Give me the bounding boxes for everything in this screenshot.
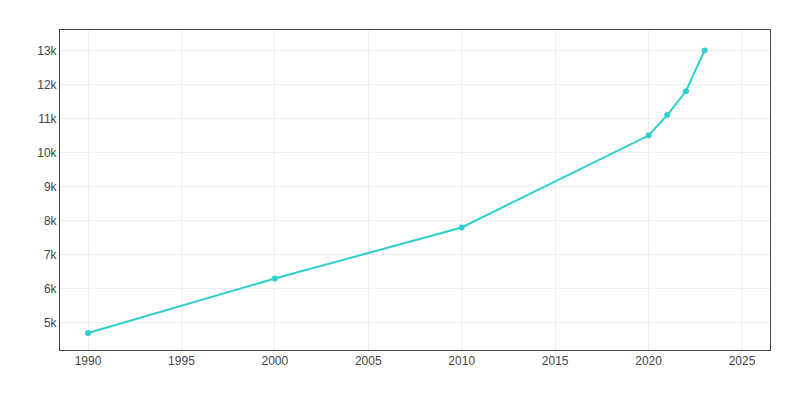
- svg-text:12k: 12k: [37, 78, 57, 92]
- svg-text:7k: 7k: [44, 248, 58, 262]
- svg-text:6k: 6k: [44, 282, 58, 296]
- svg-text:8k: 8k: [44, 214, 58, 228]
- svg-text:2025: 2025: [729, 354, 756, 368]
- svg-text:1995: 1995: [168, 354, 195, 368]
- svg-text:11k: 11k: [38, 112, 57, 126]
- svg-text:2010: 2010: [448, 354, 475, 368]
- svg-text:2000: 2000: [262, 354, 289, 368]
- svg-text:2015: 2015: [542, 354, 569, 368]
- svg-text:2005: 2005: [355, 354, 382, 368]
- svg-text:10k: 10k: [37, 146, 57, 160]
- svg-text:2020: 2020: [635, 354, 662, 368]
- svg-text:9k: 9k: [44, 180, 58, 194]
- svg-text:1990: 1990: [75, 354, 102, 368]
- svg-text:5k: 5k: [44, 316, 58, 330]
- svg-text:13k: 13k: [37, 44, 57, 58]
